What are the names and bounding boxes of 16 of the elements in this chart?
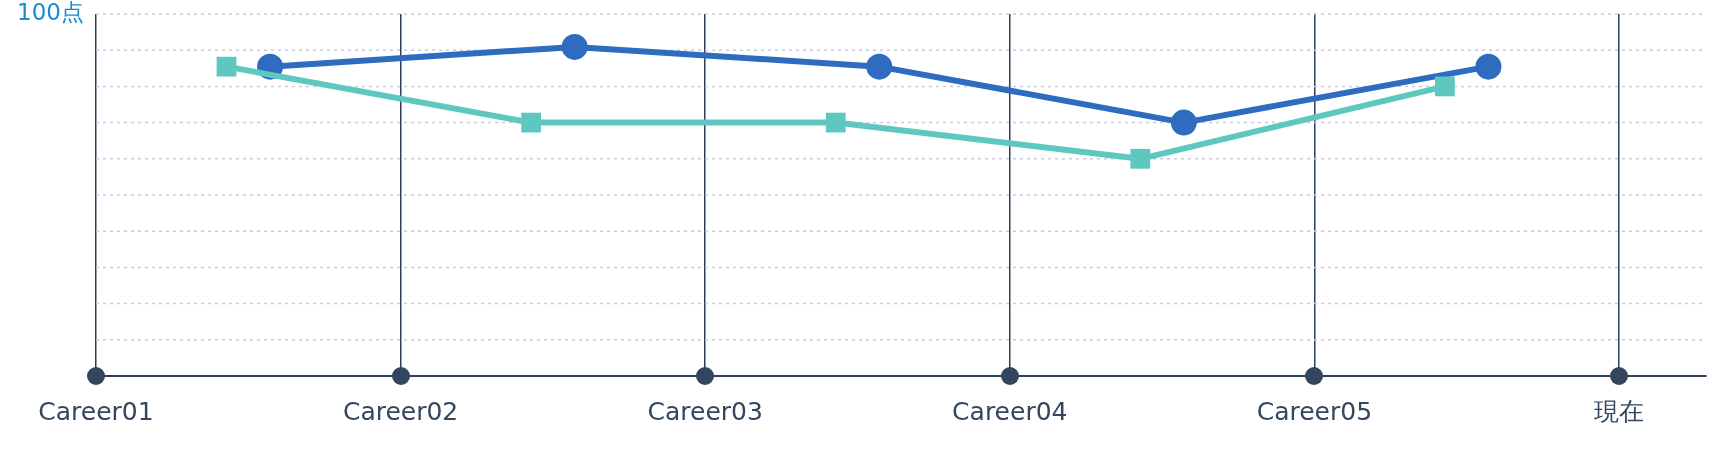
x-tick-label: Career04: [952, 396, 1068, 426]
point: [866, 53, 893, 80]
x-tick-label: 現在: [1593, 396, 1644, 426]
x-tick-label: Career02: [342, 396, 459, 426]
point: [1435, 76, 1455, 97]
point: [216, 56, 237, 77]
text: 100点: [17, 0, 84, 25]
point: [1170, 109, 1197, 136]
point: [561, 33, 588, 60]
point: [521, 112, 542, 133]
point: [1475, 53, 1502, 80]
x-tick-label: Career05: [1256, 396, 1373, 426]
point: [1130, 148, 1151, 169]
x-tick-label: Career03: [647, 396, 763, 426]
point: [825, 112, 846, 133]
x-tick-label: Career01: [38, 396, 154, 426]
